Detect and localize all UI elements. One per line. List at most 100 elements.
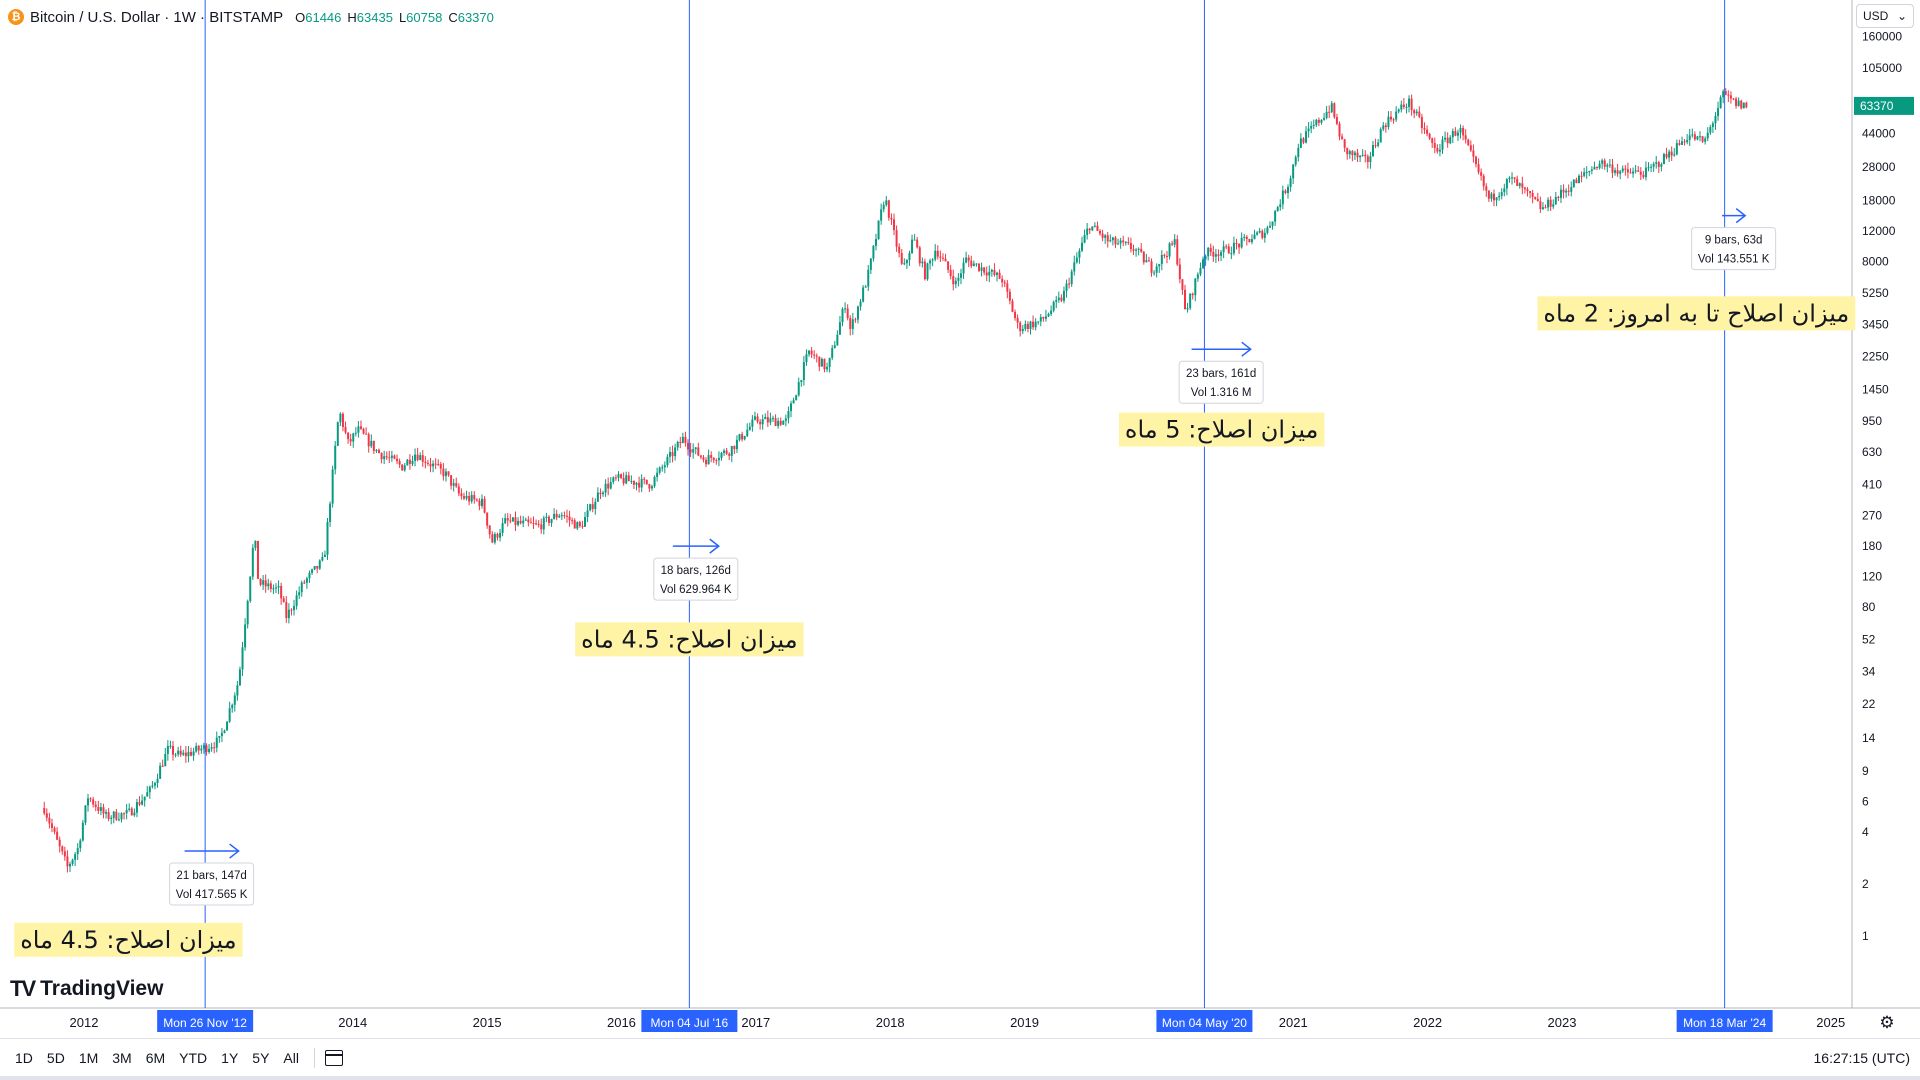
candle (1619, 169, 1622, 180)
candle (707, 449, 710, 465)
note-annotation[interactable]: میزان اصلاح: 4.5 ماه (575, 622, 804, 657)
candle-body (146, 792, 149, 797)
candle-body (565, 515, 568, 517)
candle (223, 729, 226, 734)
candle-body (805, 354, 808, 363)
candle (1585, 166, 1588, 179)
candle-body (911, 239, 914, 254)
candle-body (730, 446, 733, 456)
candle (378, 448, 381, 454)
range-3m-button[interactable]: 3M (112, 1050, 132, 1066)
candle (1722, 89, 1725, 104)
currency-selector[interactable]: USD ⌄ (1856, 4, 1914, 28)
candle (1498, 192, 1501, 201)
candle (184, 746, 187, 763)
candle-body (76, 848, 79, 855)
range-all-button[interactable]: All (283, 1050, 299, 1066)
candle (1003, 279, 1006, 288)
range-5y-button[interactable]: 5Y (252, 1050, 270, 1066)
candle-body (1567, 190, 1570, 192)
range-ytd-button[interactable]: YTD (179, 1050, 208, 1066)
candle-body (1624, 168, 1627, 170)
candle (547, 515, 550, 527)
candle (681, 432, 684, 444)
candle-body (1523, 187, 1526, 190)
candle (1732, 98, 1735, 101)
range-1d-button[interactable]: 1D (15, 1050, 33, 1066)
gear-icon[interactable]: ⚙ (1879, 1013, 1895, 1032)
candle (609, 477, 612, 490)
candle-body (792, 400, 795, 404)
calendar-icon[interactable] (324, 1050, 343, 1066)
candle-body (220, 732, 223, 737)
candle (782, 420, 785, 425)
range-6m-button[interactable]: 6M (145, 1050, 166, 1066)
candle (908, 250, 911, 266)
candle-body (223, 730, 226, 733)
candle-body (403, 465, 406, 471)
date-range-measure[interactable]: 23 bars, 161d Vol 1.316 M (1178, 341, 1264, 404)
range-1y-button[interactable]: 1Y (221, 1050, 239, 1066)
candle-body (1245, 236, 1248, 239)
tradingview-logo[interactable]: TV TradingView (10, 976, 163, 1002)
range-5d-button[interactable]: 5D (46, 1050, 65, 1066)
symbol-title[interactable]: Bitcoin / U.S. Dollar · 1W · BITSTAMP (30, 8, 284, 26)
candle (1168, 242, 1171, 260)
candle-body (442, 468, 445, 477)
candle-body (810, 350, 813, 355)
candle-body (1050, 310, 1053, 315)
candle-body (259, 578, 262, 585)
candle-body (1129, 243, 1132, 250)
candle-body (1359, 155, 1362, 158)
candle (1014, 309, 1017, 321)
candle-body (630, 480, 633, 482)
utc-clock[interactable]: 16:27:15 (UTC) (1813, 1050, 1910, 1066)
candle (586, 504, 589, 523)
price-tick-label: 950 (1862, 414, 1882, 428)
date-range-measure[interactable]: 9 bars, 63d Vol 143.551 K (1691, 208, 1777, 271)
candle (1634, 164, 1637, 174)
candle-body (1016, 318, 1019, 323)
candle (1075, 252, 1078, 264)
candle (444, 468, 447, 482)
note-annotation[interactable]: میزان اصلاح: 4.5 ماه (14, 922, 243, 957)
candle (540, 518, 543, 534)
candle-body (1493, 193, 1496, 201)
candle-body (303, 582, 306, 584)
candle-body (612, 477, 615, 482)
candle-body (1235, 242, 1238, 244)
candle (84, 805, 87, 826)
candle (1608, 159, 1611, 168)
candle (202, 742, 205, 754)
price-tick-label: 2 (1862, 877, 1869, 891)
candle (1371, 140, 1374, 157)
candle (517, 517, 520, 527)
candle-body (1616, 170, 1619, 174)
candle-body (1253, 234, 1256, 240)
candle-body (89, 798, 92, 800)
candle (254, 540, 257, 551)
candle-body (1042, 317, 1045, 319)
candle (146, 786, 149, 797)
candle (1070, 269, 1073, 287)
candle-body (1735, 98, 1738, 106)
candle-body (1225, 246, 1228, 248)
note-annotation[interactable]: میزان اصلاح تا به امروز: 2 ماه (1537, 296, 1856, 331)
date-range-measure[interactable]: 21 bars, 147d Vol 417.565 K (169, 843, 255, 906)
range-1m-button[interactable]: 1M (78, 1050, 99, 1066)
note-annotation[interactable]: میزان اصلاح: 5 ماه (1118, 412, 1325, 447)
candle-body (1420, 116, 1423, 128)
candle-body (478, 500, 481, 506)
candle (246, 599, 249, 629)
candle-body (359, 426, 362, 429)
candle (1212, 245, 1215, 262)
candle (1562, 184, 1565, 199)
candle (723, 448, 726, 456)
candle-body (457, 486, 460, 494)
candle (112, 810, 115, 824)
candle (213, 742, 216, 754)
candle (331, 465, 334, 508)
candle-body (756, 416, 759, 422)
date-range-measure[interactable]: 18 bars, 126d Vol 629.964 K (653, 538, 739, 601)
